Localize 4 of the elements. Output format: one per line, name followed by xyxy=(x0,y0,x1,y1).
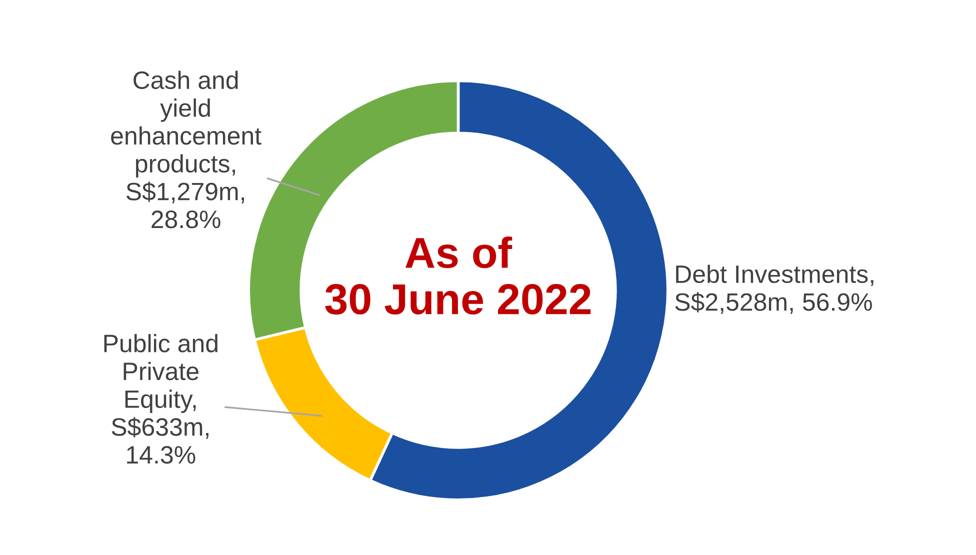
slice-label: Debt Investments, S$2,528m, 56.9% xyxy=(675,264,874,314)
slice-label: Public and Private Equity, S$633m, 14.3% xyxy=(104,334,218,464)
slice-label: Cash and yield enhancement products, S$1,279m, 28.8% xyxy=(111,70,262,228)
text: As of 30 June 2022 xyxy=(325,236,591,315)
